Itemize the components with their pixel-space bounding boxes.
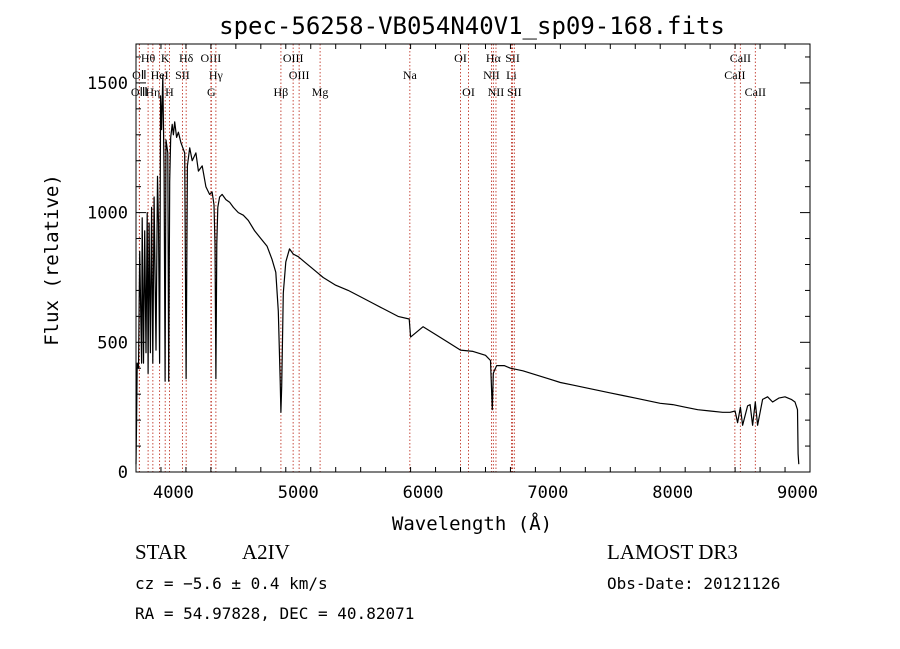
line-marker-label: Mg xyxy=(312,85,329,99)
line-marker-label: Hη xyxy=(145,85,160,99)
line-marker-label: SII xyxy=(505,51,520,65)
y-tick-label: 1500 xyxy=(87,74,128,94)
line-marker-label: CaII xyxy=(745,85,766,99)
y-tick-label: 0 xyxy=(118,463,128,483)
x-axis-label: Wavelength (Å) xyxy=(392,512,552,535)
y-tick-label: 500 xyxy=(97,333,128,353)
line-marker-label: OⅢ xyxy=(131,85,148,99)
line-marker-label: HeI xyxy=(151,68,169,82)
chart-title: spec-56258-VB054N40V1_sp09-168.fits xyxy=(219,12,725,40)
x-tick-label: 4000 xyxy=(153,483,194,503)
line-marker-label: G xyxy=(207,85,216,99)
x-tick-label: 7000 xyxy=(527,483,568,503)
y-tick-label: 1000 xyxy=(87,204,128,224)
line-marker-label: OIII xyxy=(283,51,304,65)
line-marker-label: CaII xyxy=(724,68,745,82)
x-tick-label: 8000 xyxy=(652,483,693,503)
plot-area xyxy=(135,74,800,465)
line-marker-label: Na xyxy=(403,68,418,82)
line-marker-label: Hα xyxy=(486,51,502,65)
spectral-subclass: A2IV xyxy=(242,540,290,564)
spectrum-chart: spec-56258-VB054N40V1_sp09-168.fits OⅡHθ… xyxy=(41,12,818,535)
y-axis-label: Flux (relative) xyxy=(41,174,63,346)
line-marker-label: Li xyxy=(506,68,517,82)
x-tick-label: 6000 xyxy=(403,483,444,503)
plot-frame xyxy=(135,43,811,473)
line-marker-label: Hγ xyxy=(209,68,224,82)
line-marker-label: CaII xyxy=(730,51,751,65)
object-class: STAR xyxy=(135,540,187,564)
line-marker-label: OIII xyxy=(289,68,310,82)
line-marker-label: SII xyxy=(507,85,522,99)
line-marker-label: NII xyxy=(488,85,505,99)
line-marker-label: Hδ xyxy=(179,51,194,65)
line-marker-label: OIII xyxy=(201,51,222,65)
axes: 4000 5000 6000 7000 8000 9000 0 500 1000 1500 xyxy=(87,43,818,503)
line-marker-label: K xyxy=(161,51,170,65)
line-marker-label: NII xyxy=(483,68,500,82)
sky-coordinates: RA = 54.97828, DEC = 40.82071 xyxy=(135,604,415,623)
series-line-flux xyxy=(135,74,800,465)
line-marker-label: OI xyxy=(462,85,475,99)
survey-name: LAMOST DR3 xyxy=(607,540,738,564)
x-tick-label: 9000 xyxy=(777,483,818,503)
line-marker-label: H xyxy=(165,85,174,99)
redshift-velocity: cz = −5.6 ± 0.4 km/s xyxy=(135,574,328,593)
x-tick-label: 5000 xyxy=(278,483,319,503)
line-marker-label: Hβ xyxy=(274,85,289,99)
line-marker-label: Hθ xyxy=(141,51,156,65)
observation-date: Obs-Date: 20121126 xyxy=(607,574,781,593)
line-marker-label: OI xyxy=(454,51,467,65)
line-marker-label: SII xyxy=(175,68,190,82)
